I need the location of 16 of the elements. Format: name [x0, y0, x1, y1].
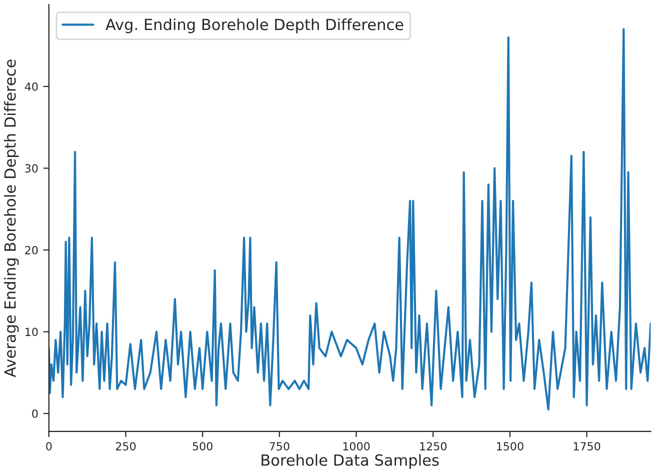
x-tick-label: 1250	[420, 442, 446, 450]
x-tick-label: 0	[46, 442, 52, 450]
x-tick-label: 750	[270, 442, 290, 450]
x-tick-label: 1500	[497, 442, 524, 450]
x-axis-title: Borehole Data Samples	[262, 454, 439, 469]
y-tick-label: 10	[26, 328, 38, 336]
y-tick-label: 30	[25, 164, 38, 173]
y-tick-label: 0	[32, 409, 38, 418]
legend-label: Avg. Ending Borehole Depth Difference	[106, 18, 404, 34]
x-tick-label: 500	[192, 442, 212, 450]
y-tick-label: 40	[24, 82, 38, 91]
x-tick-label: 1750	[574, 442, 600, 450]
x-tick-label: 1000	[343, 442, 370, 450]
x-tick-label: 250	[116, 442, 136, 450]
y-tick-label: 20	[25, 246, 38, 254]
y-axis-title: Average Ending Borehole Depth Differece	[4, 60, 19, 378]
